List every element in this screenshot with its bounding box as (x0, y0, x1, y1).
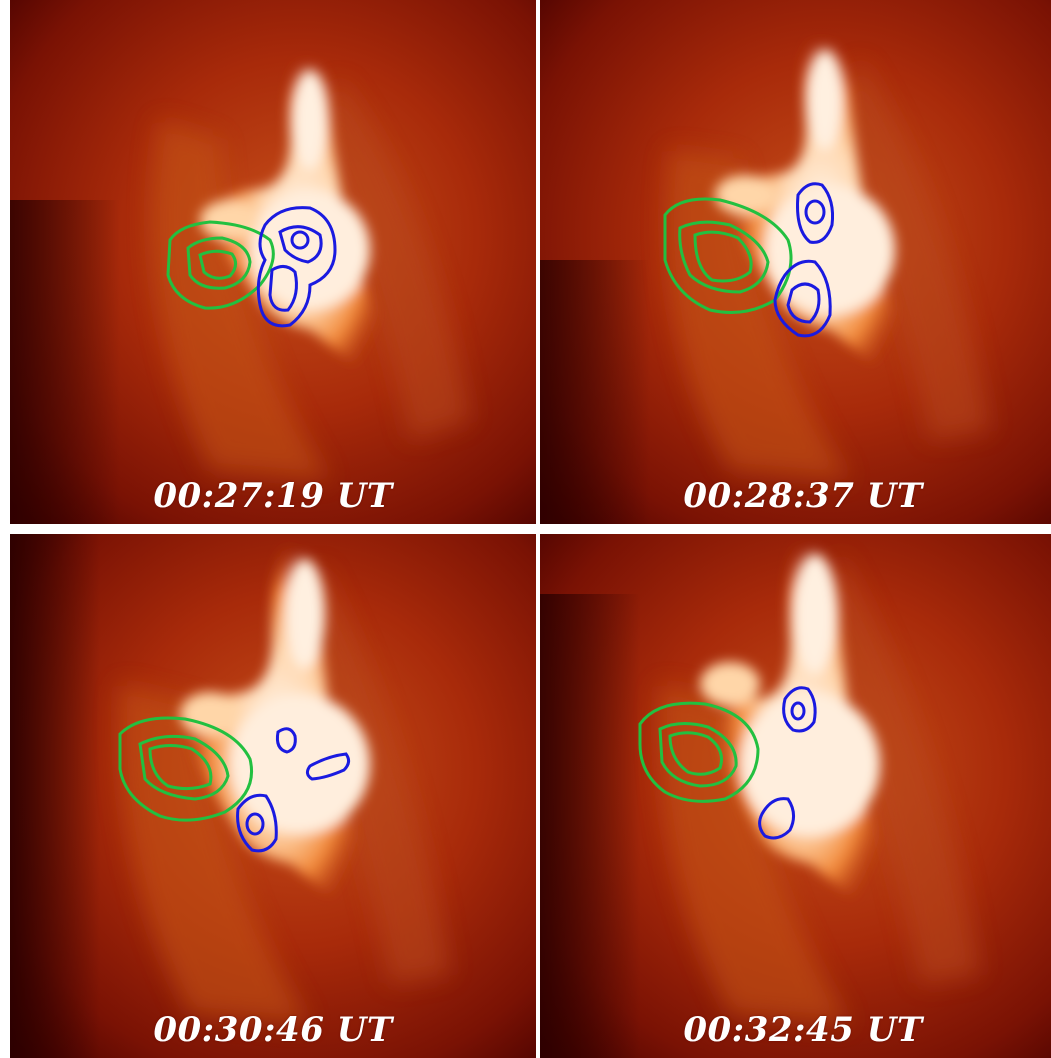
blue-contours (773, 182, 834, 338)
euv-image (10, 534, 536, 1058)
timestamp-label: 00:32:45 UT (683, 1010, 923, 1050)
timestamp-label: 00:30:46 UT (153, 1010, 393, 1050)
timestamp-label: 00:28:37 UT (683, 476, 923, 516)
panel-00-32-45: 00:32:45 UT (540, 534, 1051, 1058)
blue-contours (758, 686, 817, 840)
green-contours (118, 716, 254, 822)
panel-00-27-19: 00:27:19 UT (10, 0, 536, 524)
timestamp-label: 00:27:19 UT (153, 476, 393, 516)
green-contours (638, 701, 760, 803)
green-contours (663, 197, 793, 314)
green-contours (166, 220, 275, 310)
blue-contours (256, 206, 337, 328)
euv-image (10, 0, 536, 524)
panel-00-28-37: 00:28:37 UT (540, 0, 1051, 524)
panel-00-30-46: 00:30:46 UT (10, 534, 536, 1058)
blue-contours (236, 727, 351, 853)
euv-image (540, 0, 1051, 524)
euv-image (540, 534, 1051, 1058)
